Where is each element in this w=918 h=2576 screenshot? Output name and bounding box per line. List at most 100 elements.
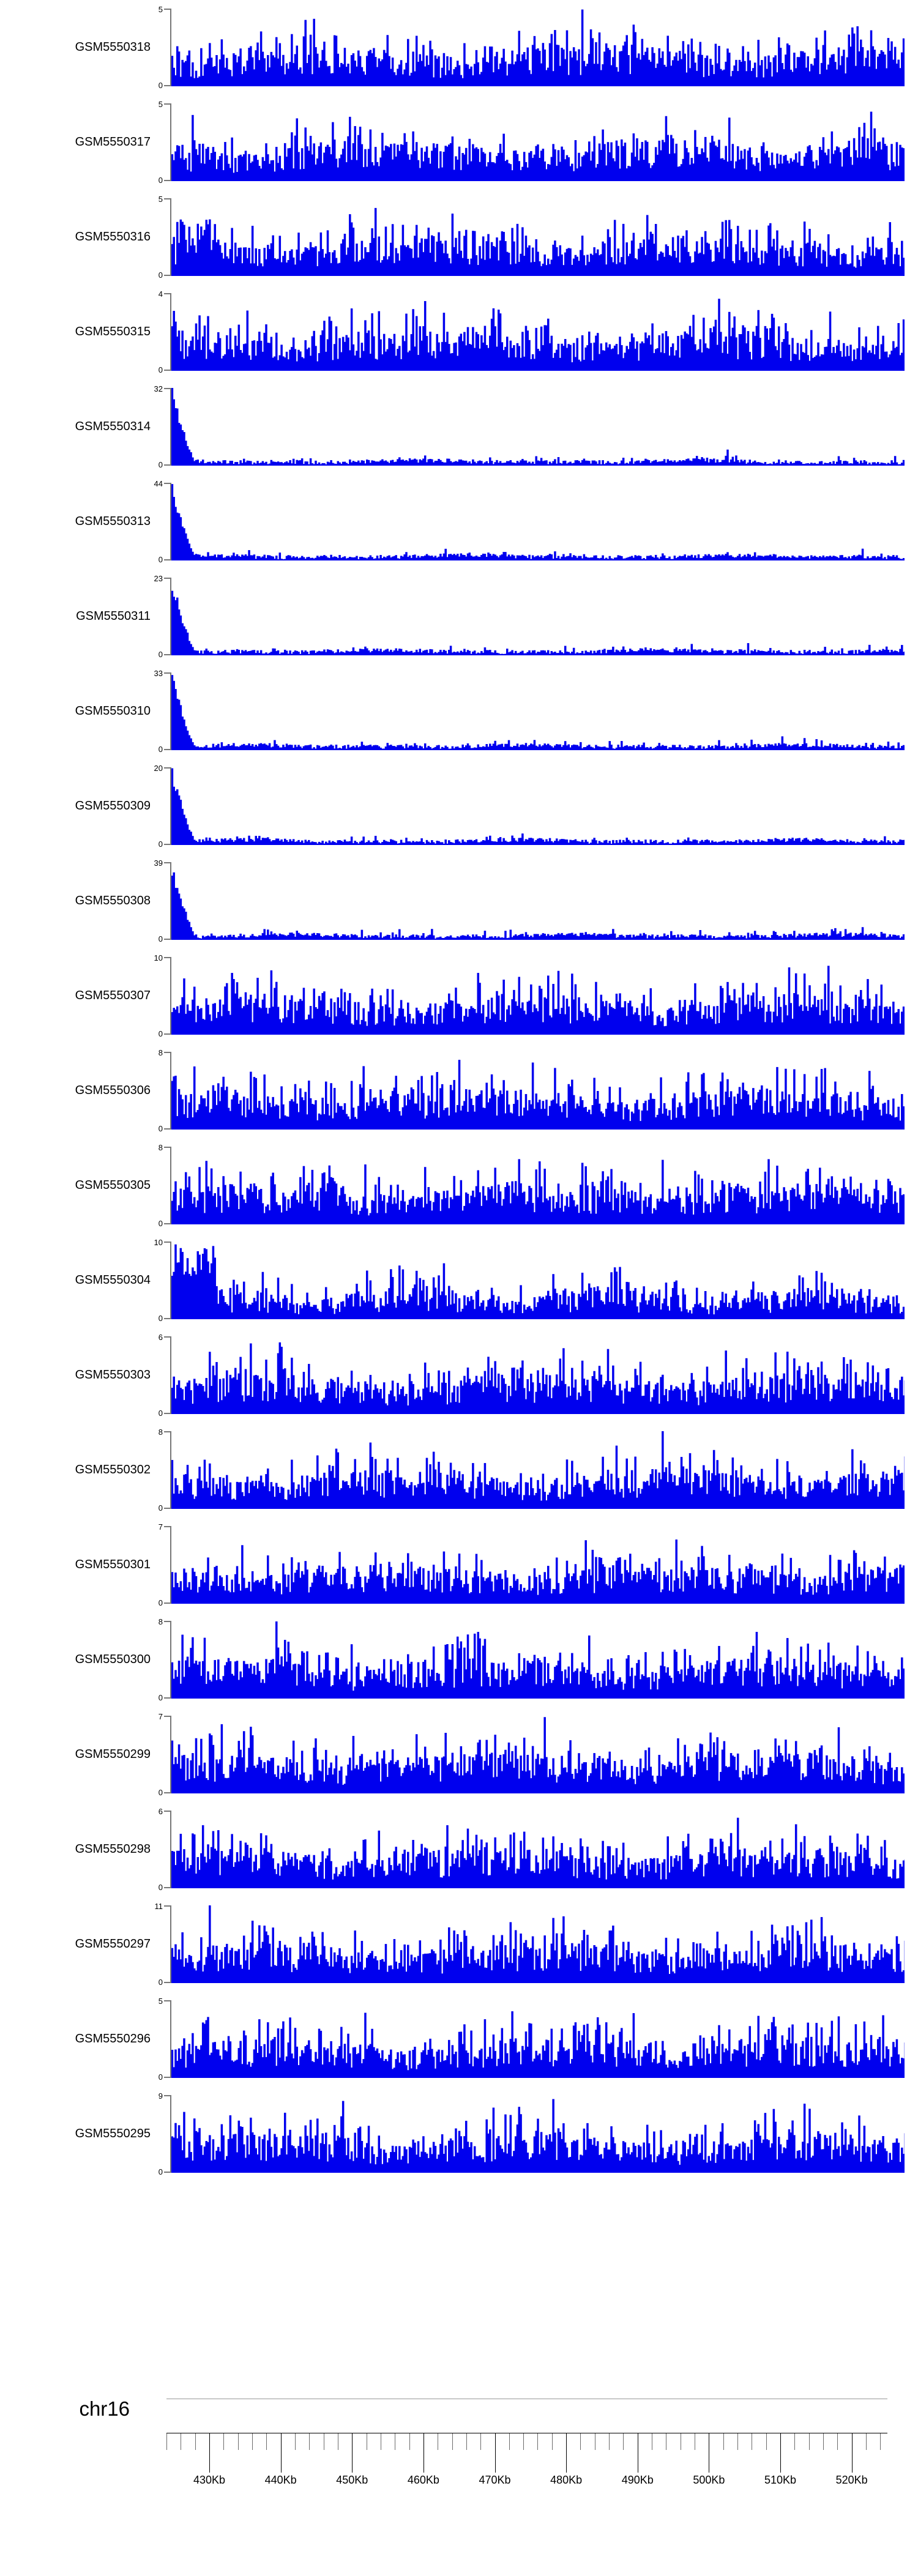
- axis-major-tick: [851, 2433, 853, 2473]
- coverage-plot-area[interactable]: [171, 483, 905, 560]
- coverage-histogram: [171, 2099, 905, 2173]
- y-axis-tick-top: [164, 1241, 170, 1243]
- coverage-track[interactable]: GSM5550306 8 0: [0, 1043, 918, 1138]
- coverage-histogram: [171, 1817, 905, 1888]
- coverage-track[interactable]: GSM5550308 39 0: [0, 854, 918, 948]
- coverage-plot-area[interactable]: [171, 9, 905, 86]
- coverage-plot-area[interactable]: [171, 1526, 905, 1604]
- y-axis-max-label: 5: [158, 5, 163, 14]
- coverage-plot-area[interactable]: [171, 1716, 905, 1793]
- coverage-plot-area[interactable]: [171, 1147, 905, 1224]
- coverage-track[interactable]: GSM5550310 33 0: [0, 664, 918, 759]
- coverage-track[interactable]: GSM5550318 5 0: [0, 0, 918, 95]
- coverage-histogram: [171, 111, 905, 181]
- y-axis-tick-top: [164, 578, 170, 579]
- genome-axis-body: 430Kb 440Kb 450Kb 460Kb 470Kb 480Kb 490Kb 500Kb…: [166, 2386, 887, 2503]
- axis-minor-tick: [166, 2433, 167, 2450]
- coverage-plot-area[interactable]: [171, 293, 905, 371]
- coverage-track[interactable]: GSM5550317 5 0: [0, 95, 918, 190]
- coverage-track[interactable]: GSM5550298 6 0: [0, 1802, 918, 1897]
- y-axis-tick-top: [164, 1336, 170, 1338]
- y-axis-min-label: 0: [158, 1598, 163, 1607]
- coverage-plot-area[interactable]: [171, 388, 905, 466]
- y-axis-tick-top: [164, 957, 170, 958]
- y-axis-min-label: 0: [158, 460, 163, 469]
- coverage-track[interactable]: GSM5550296 5 0: [0, 1992, 918, 2086]
- coverage-plot-area[interactable]: [171, 862, 905, 940]
- y-axis-min-label: 0: [158, 81, 163, 90]
- coverage-plot-area[interactable]: [171, 1621, 905, 1699]
- y-axis-line: [170, 672, 171, 750]
- y-axis-tick-top: [164, 9, 170, 10]
- coverage-plot-area[interactable]: [171, 103, 905, 181]
- coverage-plot-area[interactable]: [171, 578, 905, 655]
- y-axis-tick-bottom: [164, 275, 170, 276]
- y-axis-max-label: 20: [154, 764, 163, 773]
- coverage-track[interactable]: GSM5550307 10 0: [0, 948, 918, 1043]
- y-axis-max-label: 5: [158, 1997, 163, 2006]
- coverage-plot-area[interactable]: [171, 1336, 905, 1414]
- coverage-track[interactable]: GSM5550302 8 0: [0, 1423, 918, 1517]
- coverage-track[interactable]: GSM5550316 5 0: [0, 190, 918, 285]
- coverage-plot-area[interactable]: [171, 1241, 905, 1319]
- coverage-plot-area[interactable]: [171, 767, 905, 845]
- coverage-histogram: [171, 1539, 905, 1604]
- coverage-track[interactable]: GSM5550313 44 0: [0, 474, 918, 569]
- y-axis-tick-bottom: [164, 654, 170, 655]
- y-axis-min-label: 0: [158, 934, 163, 944]
- coverage-track[interactable]: GSM5550297 11 0: [0, 1897, 918, 1992]
- axis-major-tick-label: 500Kb: [693, 2474, 725, 2486]
- coverage-track[interactable]: GSM5550301 7 0: [0, 1517, 918, 1612]
- coverage-plot-area[interactable]: [171, 672, 905, 750]
- coverage-plot-area[interactable]: [171, 1052, 905, 1130]
- y-axis-line: [170, 198, 171, 276]
- coverage-plot-area[interactable]: [171, 1431, 905, 1509]
- coverage-track[interactable]: GSM5550300 8 0: [0, 1612, 918, 1707]
- coverage-track[interactable]: GSM5550305 8 0: [0, 1138, 918, 1233]
- coverage-plot-area[interactable]: [171, 2095, 905, 2173]
- coverage-plot-area[interactable]: [171, 1811, 905, 1888]
- y-axis-line: [170, 9, 171, 86]
- y-axis-tick-top: [164, 1905, 170, 1907]
- y-axis-tick-bottom: [164, 1982, 170, 1983]
- coverage-plot-area[interactable]: [171, 198, 905, 276]
- axis-major-tick: [209, 2433, 210, 2473]
- coverage-plot-area[interactable]: [171, 2000, 905, 2078]
- coverage-track[interactable]: GSM5550309 20 0: [0, 759, 918, 854]
- y-axis-min-label: 0: [158, 270, 163, 280]
- coverage-track[interactable]: GSM5550314 32 0: [0, 379, 918, 474]
- track-sample-label: GSM5550295: [75, 2127, 151, 2140]
- track-list: GSM5550318 5 0 GSM5550317 5 0 GSM5550316 5 0 GSM5…: [0, 0, 918, 2181]
- coverage-track[interactable]: GSM5550299 7 0: [0, 1707, 918, 1802]
- y-axis-min-label: 0: [158, 1124, 163, 1133]
- axis-major-tick-label: 480Kb: [550, 2474, 583, 2486]
- coverage-plot-area[interactable]: [171, 957, 905, 1035]
- coverage-track[interactable]: GSM5550295 9 0: [0, 2086, 918, 2181]
- y-axis-tick-top: [164, 1052, 170, 1053]
- y-axis-max-label: 39: [154, 858, 163, 868]
- track-y-axis: 20 0: [154, 764, 171, 848]
- y-axis-tick-bottom: [164, 749, 170, 750]
- coverage-track[interactable]: GSM5550311 23 0: [0, 569, 918, 664]
- coverage-track[interactable]: GSM5550315 4 0: [0, 285, 918, 379]
- track-sample-label: GSM5550304: [75, 1273, 151, 1287]
- y-axis-tick-bottom: [164, 1887, 170, 1888]
- track-sample-label: GSM5550317: [75, 135, 151, 149]
- y-axis-line: [170, 1241, 171, 1319]
- y-axis-max-label: 8: [158, 1143, 163, 1152]
- track-sample-label: GSM5550311: [76, 609, 151, 623]
- coverage-track[interactable]: GSM5550303 6 0: [0, 1328, 918, 1423]
- axis-minor-tick: [723, 2433, 724, 2450]
- coverage-track[interactable]: GSM5550304 10 0: [0, 1233, 918, 1328]
- track-y-axis: 11 0: [155, 1902, 171, 1986]
- coverage-histogram: [171, 675, 905, 750]
- y-axis-tick-top: [164, 2000, 170, 2001]
- axis-major-tick-label: 430Kb: [193, 2474, 225, 2486]
- y-axis-line: [170, 2095, 171, 2173]
- y-axis-tick-bottom: [164, 939, 170, 940]
- y-axis-tick-top: [164, 103, 170, 105]
- coverage-plot-area[interactable]: [171, 1905, 905, 1983]
- y-axis-tick-top: [164, 1621, 170, 1622]
